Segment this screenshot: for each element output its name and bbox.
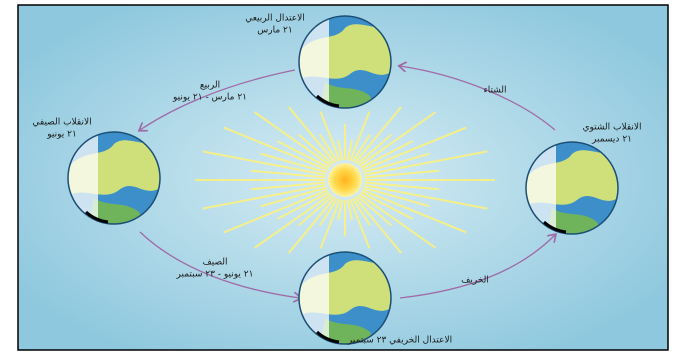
globe <box>68 132 160 224</box>
sun-ray <box>253 193 332 249</box>
sun-ray <box>346 199 353 221</box>
node-date: ٢١ ديسمبر <box>591 135 632 145</box>
node-label: الانقلاب الشتوي <box>582 123 641 133</box>
sun-rays <box>195 106 495 254</box>
orbit-arrow <box>139 231 300 298</box>
orbit-arrow <box>399 235 555 299</box>
sun-ray <box>364 150 488 176</box>
sun-ray <box>363 152 430 174</box>
season-period: ٢١ يونيو - ٢٣ سبتمبر <box>176 270 254 280</box>
sun-ray <box>276 191 330 220</box>
sun <box>328 163 362 197</box>
sun-ray <box>337 139 344 161</box>
sun-ray <box>260 152 327 174</box>
sun-ray <box>251 181 326 191</box>
sun-ray <box>202 150 326 176</box>
sun-ray <box>351 197 371 227</box>
sun-ray <box>253 111 332 167</box>
sun-ray <box>297 195 334 227</box>
season-label: الصيف <box>202 258 227 268</box>
sun-ray <box>202 184 326 210</box>
sun-ray <box>360 140 414 169</box>
season-label: الخريف <box>461 276 489 286</box>
sun-ray <box>346 139 353 161</box>
sun-ray <box>349 111 371 162</box>
sun-ray <box>358 193 437 249</box>
sun-ray <box>319 198 341 249</box>
sun-ray <box>337 199 344 221</box>
node-date: ٢١ يونيو <box>46 130 77 140</box>
sun-ray <box>251 169 326 179</box>
globe <box>526 142 618 234</box>
sun-ray <box>363 186 430 208</box>
season-label: الربيع <box>200 81 220 91</box>
node-label: الاعتدال الربيعي <box>245 14 305 24</box>
sun-ray <box>223 189 329 234</box>
season-period: ٢١ مارس - ٢١ يونيو <box>172 93 247 103</box>
sun-ray <box>364 181 439 191</box>
orbit-arrow <box>140 69 296 130</box>
orbit-arrow <box>400 66 556 131</box>
sun-ray <box>364 169 439 179</box>
sun-ray <box>276 140 330 169</box>
sun-ray <box>361 126 467 171</box>
sun-ray <box>354 106 403 164</box>
sun-ray <box>364 184 488 210</box>
sun-ray <box>354 196 403 254</box>
sun-ray <box>223 126 329 171</box>
globe <box>299 16 391 108</box>
sun-ray <box>287 196 336 254</box>
sun-ray <box>319 111 341 162</box>
sun-ray <box>287 106 336 164</box>
season-label: الشتاء <box>484 86 507 96</box>
sun-ray <box>319 133 339 163</box>
sun-ray <box>260 186 327 208</box>
sun-ray <box>358 111 437 167</box>
sun-ray <box>297 133 334 165</box>
sun-ray <box>319 197 339 227</box>
node-label: الانقلاب الصيفي <box>32 118 91 128</box>
sun-ray <box>356 133 393 165</box>
sun-ray <box>361 189 467 234</box>
sun-ray <box>360 191 414 220</box>
sun-ray <box>356 195 393 227</box>
sun-ray <box>351 133 371 163</box>
node-label: الاعتدال الخريفي ٢٣ سبتمبر <box>347 336 452 346</box>
node-date: ٢١ مارس <box>257 26 292 36</box>
globe <box>299 252 391 344</box>
sun-ray <box>349 198 371 249</box>
